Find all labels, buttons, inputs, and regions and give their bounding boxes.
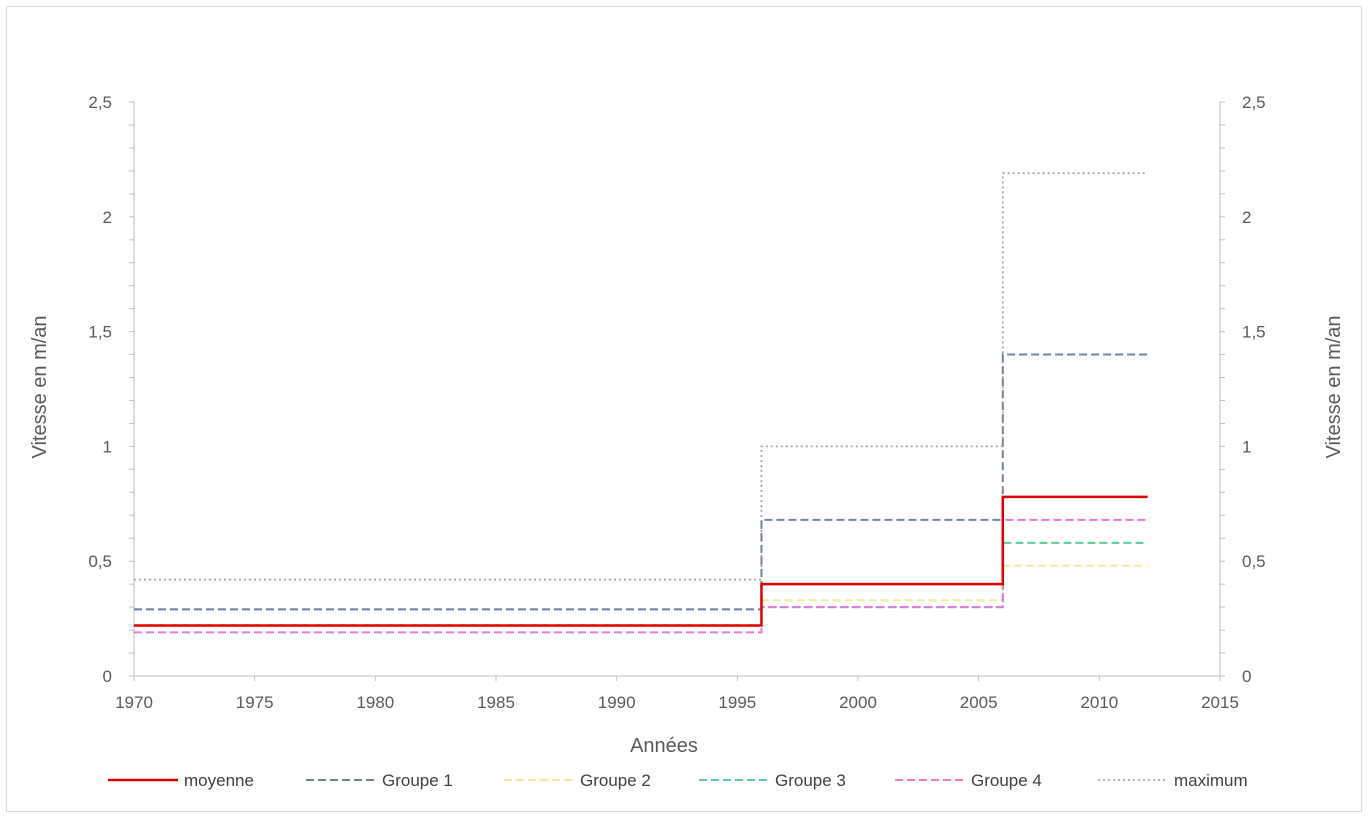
axes [133,102,1221,677]
x-tick-label: 1995 [718,693,756,712]
y-left-tick-labels: 0 0,5 1 1,5 2 2,5 [88,93,112,686]
x-tick-label: 1985 [477,693,515,712]
x-tick-label: 2015 [1201,693,1239,712]
x-tick-label: 1990 [598,693,636,712]
x-tick-label: 1970 [115,693,153,712]
legend-item: Groupe 1 [306,771,453,790]
legend-label: Groupe 2 [580,771,651,790]
y-left-tick-label: 2,5 [88,93,112,112]
legend-item: Groupe 4 [895,771,1042,790]
y-left-tick-label: 1 [103,437,112,456]
y-right-tick-label: 1,5 [1242,323,1266,342]
y-left-tick-label: 0 [103,667,112,686]
legend-item: maximum [1098,771,1248,790]
y-right-tick-label: 1 [1242,437,1251,456]
series-line-moyenne [134,495,1148,627]
x-tick-label: 2010 [1080,693,1118,712]
y-left-tick-label: 2 [103,208,112,227]
legend-label: Groupe 3 [775,771,846,790]
x-tick-label: 1975 [236,693,274,712]
y-right-tick-label: 2 [1242,208,1251,227]
legend-label: Groupe 4 [971,771,1042,790]
chart-frame [6,6,1362,812]
y-axis-title-left: Vitesse en m/an [29,315,51,458]
y-right-tick-labels: 0 0,5 1 1,5 2 2,5 [1242,93,1266,686]
legend-label: moyenne [184,771,254,790]
x-tick-label: 1980 [356,693,394,712]
legend-label: Groupe 1 [382,771,453,790]
y-right-tick-label: 0,5 [1242,552,1266,571]
series-line-groupe-1 [134,353,1148,611]
x-tick-labels: 1970 1975 1980 1985 1990 1995 2000 2005 2010 2015 [115,693,1239,712]
x-axis-title: Années [630,735,698,757]
y-right-tick-label: 0 [1242,667,1251,686]
x-tick-label: 2005 [960,693,998,712]
x-tick-label: 2000 [839,693,877,712]
y-right-tick-label: 2,5 [1242,93,1266,112]
legend-item: Groupe 3 [699,771,846,790]
series-layer [134,172,1148,634]
legend-item: Groupe 2 [504,771,651,790]
legend-item: moyenne [108,771,254,790]
y-left-tick-label: 1,5 [88,323,112,342]
minor-ticks [129,101,1225,681]
series-line-groupe-4 [134,518,1148,634]
series-line-maximum [134,172,1148,581]
series-line-groupe-2 [134,564,1148,611]
y-left-tick-label: 0,5 [88,552,112,571]
y-axis-title-right: Vitesse en m/an [1323,315,1345,458]
legend: moyenne Groupe 1 Groupe 2 Groupe 3 Groupe 4 m… [108,771,1248,790]
legend-label: maximum [1174,771,1248,790]
